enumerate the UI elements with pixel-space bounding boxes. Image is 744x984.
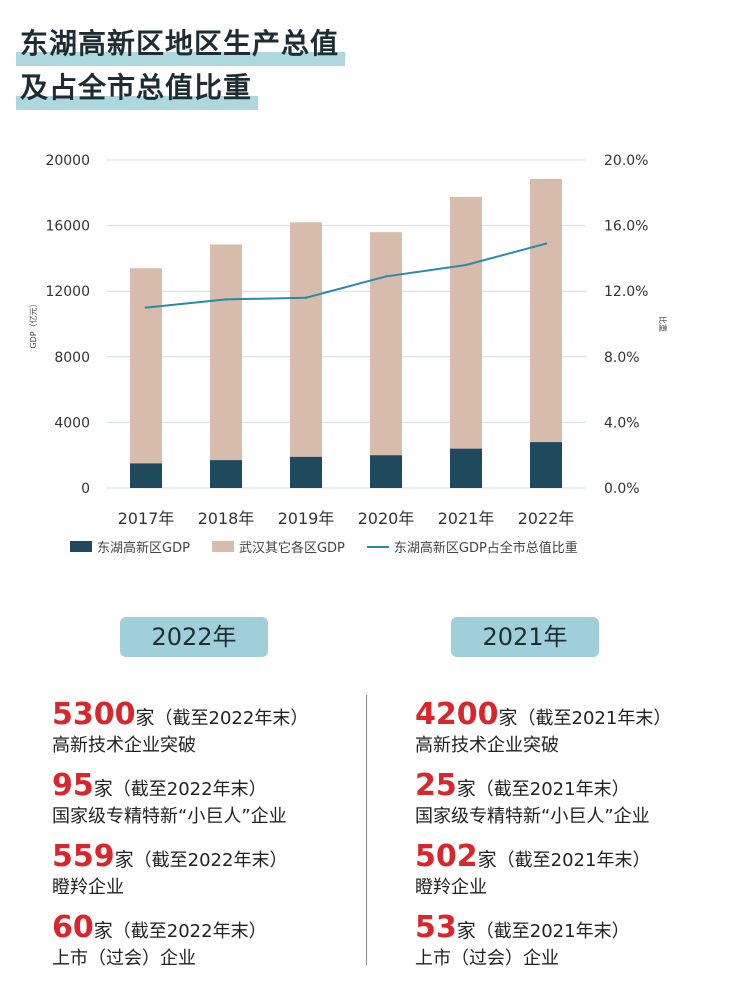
legend-label-ratio: 东湖高新区GDP占全市总值比重	[393, 541, 578, 556]
stat-note: （截至2022年末）	[112, 921, 267, 942]
stat-desc: 高新技术企业突破	[415, 735, 559, 756]
stat-desc: 瞪羚企业	[52, 877, 124, 898]
stat-note: （截至2021年末）	[475, 779, 630, 800]
ratio-line	[145, 242, 547, 309]
stats-column-left: 5300家（截至2022年末） 高新技术企业突破 95家（截至2022年末） 国…	[52, 700, 308, 984]
x-tick-label: 2017年	[118, 509, 175, 528]
ratio-point	[464, 263, 468, 267]
title-line-2: 及占全市总值比重	[16, 66, 259, 110]
y-tick-right: 8.0%	[604, 350, 640, 366]
stat-item: 25家（截至2021年末） 国家级专精特新“小巨人”企业	[415, 771, 671, 829]
y-tick-right: 16.0%	[604, 219, 648, 235]
stat-item: 60家（截至2022年末） 上市（过会）企业	[52, 913, 308, 971]
y-tick-left: 20000	[45, 153, 90, 169]
stat-unit: 家	[114, 849, 134, 871]
y-axis-label-right: 比重	[658, 316, 668, 332]
legend-item-wuhan: 武汉其它各区GDP	[211, 537, 345, 556]
year-pill-right: 2021年	[451, 617, 599, 657]
stat-item: 5300家（截至2022年末） 高新技术企业突破	[52, 700, 308, 758]
stat-desc: 上市（过会）企业	[415, 948, 559, 969]
x-tick-label: 2020年	[358, 509, 415, 528]
y-tick-right: 12.0%	[604, 284, 648, 300]
stat-number: 95	[52, 768, 94, 803]
stat-item: 95家（截至2022年末） 国家级专精特新“小巨人”企业	[52, 771, 308, 829]
legend-swatch-dark	[70, 541, 92, 552]
title-text-1: 东湖高新区地区生产总值	[20, 27, 340, 60]
ratio-point	[384, 275, 388, 278]
legend-item-ratio: 东湖高新区GDP占全市总值比重	[366, 537, 578, 556]
stat-desc: 高新技术企业突破	[52, 735, 196, 756]
x-tick-label: 2018年	[198, 509, 255, 528]
ratio-point	[544, 242, 548, 245]
y-tick-left: 4000	[54, 415, 90, 431]
stat-unit: 家	[456, 920, 476, 942]
stat-desc: 国家级专精特新“小巨人”企业	[52, 806, 287, 827]
bar-wuhan-other	[450, 196, 482, 449]
stat-unit: 家	[93, 778, 113, 800]
stat-unit: 家	[477, 849, 497, 871]
bar-dhgx	[370, 455, 402, 488]
legend-item-dhgx: 东湖高新区GDP	[70, 537, 190, 556]
y-tick-right: 4.0%	[604, 415, 640, 431]
bar-wuhan-other	[210, 244, 242, 461]
ratio-point	[304, 296, 308, 299]
ratio-point	[144, 306, 148, 309]
stat-note: （截至2022年末）	[154, 708, 309, 729]
stats-column-right: 4200家（截至2021年末） 高新技术企业突破 25家（截至2021年末） 国…	[415, 700, 671, 984]
year-pill-left: 2022年	[120, 617, 268, 657]
ratio-point	[224, 298, 228, 301]
stat-number: 53	[415, 910, 457, 945]
y-tick-right: 0.0%	[604, 481, 640, 497]
stat-unit: 家	[93, 920, 113, 942]
y-tick-left: 0	[81, 481, 90, 497]
stat-item: 559家（截至2022年末） 瞪羚企业	[52, 842, 308, 900]
gdp-chart: 0 0.0% 4000 4.0% 8000 8.0% 12000 12.0% 16000 16.0…	[28, 153, 668, 528]
bar-wuhan-other	[530, 178, 562, 443]
y-tick-right: 20.0%	[604, 153, 648, 169]
bar-wuhan-other	[290, 222, 322, 457]
stat-note: （截至2021年末）	[517, 708, 672, 729]
chart-legend: 东湖高新区GDP 武汉其它各区GDP 东湖高新区GDP占全市总值比重	[70, 537, 600, 556]
legend-swatch-light	[211, 541, 234, 552]
stat-item: 4200家（截至2021年末） 高新技术企业突破	[415, 700, 671, 758]
bar-dhgx	[530, 442, 562, 488]
stat-note: （截至2021年末）	[496, 850, 651, 871]
bar-dhgx	[130, 463, 162, 488]
legend-label-dhgx: 东湖高新区GDP	[97, 541, 190, 556]
stat-desc: 上市（过会）企业	[52, 948, 196, 969]
stat-desc: 瞪羚企业	[415, 877, 487, 898]
column-divider	[366, 695, 367, 965]
bar-wuhan-other	[370, 232, 402, 456]
y-tick-left: 12000	[45, 284, 90, 300]
y-axis-label-left: GDP（亿元）	[28, 299, 38, 348]
legend-label-wuhan: 武汉其它各区GDP	[238, 541, 345, 556]
stat-unit: 家	[135, 707, 155, 729]
stat-number: 25	[415, 768, 457, 803]
bar-dhgx	[210, 460, 242, 488]
stat-item: 502家（截至2021年末） 瞪羚企业	[415, 842, 671, 900]
stat-number: 4200	[415, 697, 499, 732]
title-line-1: 东湖高新区地区生产总值	[16, 22, 346, 66]
legend-swatch-line	[366, 545, 389, 548]
bar-wuhan-other	[130, 268, 162, 464]
stat-note: （截至2022年末）	[133, 850, 288, 871]
stat-note: （截至2022年末）	[112, 779, 267, 800]
stat-unit: 家	[498, 707, 518, 729]
x-tick-label: 2022年	[518, 509, 575, 528]
title-text-2: 及占全市总值比重	[20, 71, 253, 104]
stat-number: 60	[52, 910, 94, 945]
stat-desc: 国家级专精特新“小巨人”企业	[415, 806, 650, 827]
bar-dhgx	[290, 456, 322, 488]
x-tick-label: 2019年	[278, 509, 335, 528]
x-tick-label: 2021年	[438, 509, 495, 528]
y-tick-left: 16000	[45, 219, 90, 235]
bar-dhgx	[450, 448, 482, 488]
stat-unit: 家	[456, 778, 476, 800]
y-tick-left: 8000	[54, 350, 90, 366]
stat-number: 559	[52, 839, 115, 874]
stat-number: 502	[415, 839, 478, 874]
stat-note: （截至2021年末）	[475, 921, 630, 942]
stat-number: 5300	[52, 697, 136, 732]
stat-item: 53家（截至2021年末） 上市（过会）企业	[415, 913, 671, 971]
